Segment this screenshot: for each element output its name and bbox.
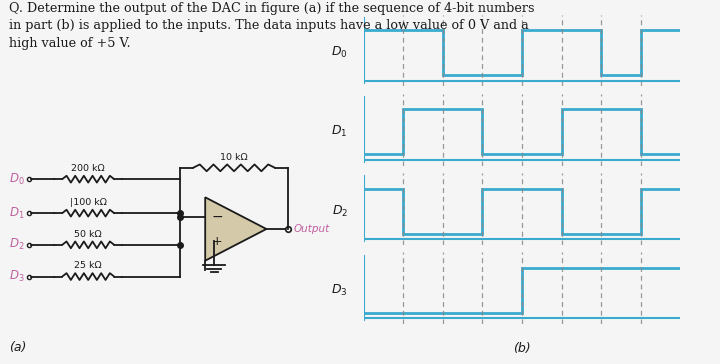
Text: 25 kΩ: 25 kΩ [74, 261, 102, 270]
Text: Q. Determine the output of the DAC in figure (a) if the sequence of 4-bit number: Q. Determine the output of the DAC in fi… [9, 2, 534, 50]
Text: (b): (b) [513, 342, 531, 355]
Text: 10 kΩ: 10 kΩ [220, 153, 248, 162]
Polygon shape [205, 197, 266, 261]
Text: +: + [212, 235, 222, 248]
Text: $D_3$: $D_3$ [9, 269, 24, 284]
Text: −: − [212, 210, 223, 223]
Text: $D_2$: $D_2$ [9, 237, 24, 252]
Text: 50 kΩ: 50 kΩ [74, 230, 102, 238]
Text: $D_0$: $D_0$ [9, 171, 24, 187]
Text: $D_{2}$: $D_{2}$ [331, 203, 348, 219]
Text: $D_{0}$: $D_{0}$ [331, 45, 348, 60]
Text: 200 kΩ: 200 kΩ [71, 164, 105, 173]
Text: |100 kΩ: |100 kΩ [70, 198, 107, 207]
Text: $D_{3}$: $D_{3}$ [331, 283, 348, 298]
Text: Output: Output [294, 224, 330, 234]
Text: $D_{1}$: $D_{1}$ [331, 124, 348, 139]
Text: $D_1$: $D_1$ [9, 206, 24, 221]
Text: (a): (a) [9, 341, 27, 353]
